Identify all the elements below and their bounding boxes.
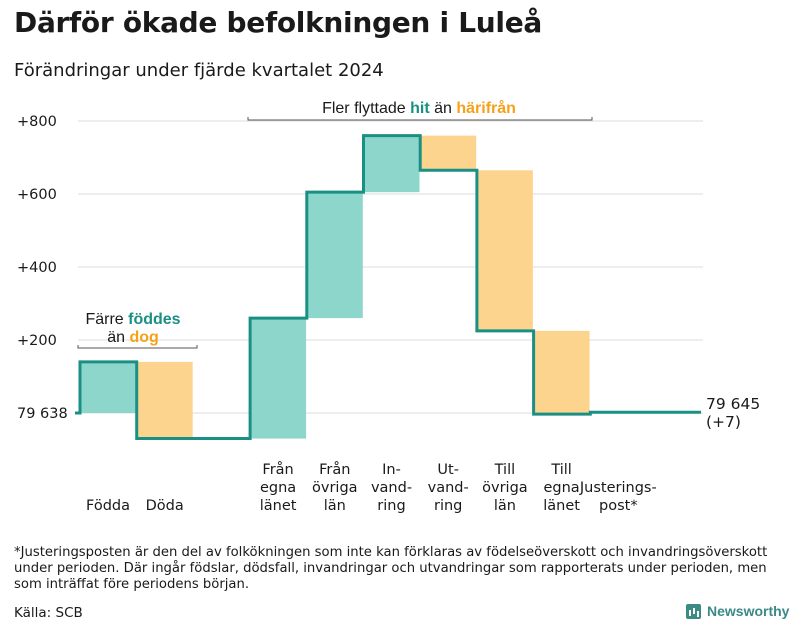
- annotation-highlight-out: härifrån: [456, 99, 516, 117]
- y-tick-label: +600: [17, 187, 57, 203]
- category-label: vand-: [371, 480, 412, 496]
- category-label: egna: [543, 480, 579, 496]
- bar: [306, 192, 363, 319]
- annotation-text: Fler flyttade: [322, 100, 410, 117]
- category-label: Döda: [146, 498, 184, 514]
- category-label: Till: [550, 462, 572, 478]
- y-tick-label: +400: [17, 260, 57, 276]
- source-label: Källa: SCB: [14, 605, 83, 621]
- migration-bracket: [247, 117, 593, 121]
- category-label: Födda: [86, 498, 130, 514]
- annotation-text: Färre: [85, 311, 128, 328]
- page-title: Därför ökade befolkningen i Luleå: [14, 6, 543, 39]
- natural-change-bracket: [77, 345, 198, 349]
- category-label: Ut-: [437, 462, 459, 478]
- bar: [533, 330, 590, 415]
- bar: [420, 135, 477, 171]
- category-label: Justerings-: [579, 480, 657, 496]
- migration-annotation: Fler flyttade hit än härifrån: [322, 99, 516, 117]
- cumulative-step-line: [75, 134, 701, 441]
- bar-chart-icon: [686, 603, 701, 619]
- bar: [250, 318, 307, 439]
- category-label: ring: [377, 498, 405, 514]
- bar: [80, 361, 136, 413]
- category-label: In-: [382, 462, 401, 478]
- category-label: Från: [262, 461, 293, 478]
- natural-annotation-line2: än dog: [107, 329, 159, 346]
- brand-name: Newsworthy: [707, 603, 790, 619]
- annotation-highlight-in: hit: [410, 100, 430, 117]
- category-label: Till: [494, 462, 516, 478]
- end-value-change: (+7): [706, 413, 741, 431]
- brand-logo: Newsworthy: [686, 603, 789, 619]
- waterfall-chart: 79 638 +200 +400 +600 +800 Födda Döda Från egna l…: [17, 99, 760, 514]
- y-tick-label: +200: [17, 333, 57, 349]
- footnote: *Justeringsposten är den del av folkökni…: [14, 545, 768, 592]
- end-value-label: 79 645: [706, 395, 760, 413]
- page-subtitle: Förändringar under fjärde kvartalet 2024: [14, 60, 384, 81]
- category-label: post*: [599, 498, 638, 514]
- annotation-highlight-in: föddes: [128, 311, 181, 328]
- bar: [136, 361, 193, 439]
- category-label: ring: [434, 498, 462, 514]
- category-label: egna: [260, 480, 296, 496]
- category-label: vand-: [428, 480, 469, 496]
- category-label: län: [494, 498, 516, 514]
- natural-annotation-line1: Färre föddes: [85, 311, 180, 328]
- category-label: övriga: [312, 480, 358, 496]
- category-label: län: [324, 498, 346, 514]
- annotation-text: än: [107, 329, 129, 346]
- y-tick-label: +800: [17, 114, 57, 130]
- y-tick-label: 79 638: [17, 406, 68, 422]
- annotation-text: än: [430, 100, 457, 117]
- category-label: länet: [260, 498, 297, 514]
- category-label: Från: [319, 461, 350, 478]
- annotation-highlight-out: dog: [129, 329, 158, 346]
- category-label: länet: [543, 498, 580, 514]
- category-label: övriga: [482, 480, 528, 496]
- bar: [363, 135, 420, 193]
- bar: [476, 170, 533, 331]
